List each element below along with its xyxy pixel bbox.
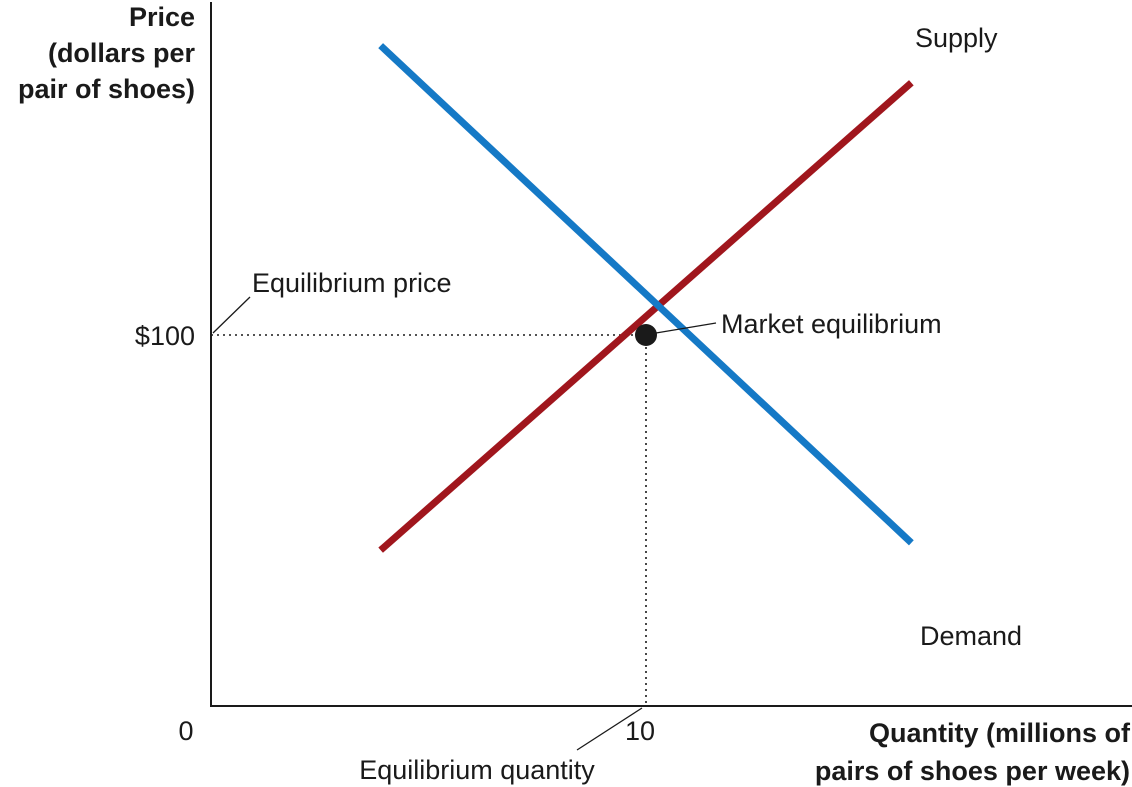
- origin-label: 0: [178, 716, 193, 746]
- x-axis-title-line-1: Quantity (millions of: [869, 718, 1131, 748]
- market-equilibrium-annotation: Market equilibrium: [721, 309, 942, 339]
- x-axis-title-line-2: pairs of shoes per week): [815, 756, 1130, 786]
- y-axis-title-line-3: pair of shoes): [18, 74, 195, 104]
- market-equilibrium-leader: [655, 322, 717, 334]
- equilibrium-price-leader: [212, 296, 251, 334]
- equilibrium-quantity-leader: [576, 707, 643, 751]
- supply-curve: [378, 80, 914, 553]
- y-tick-label-price: $100: [135, 321, 195, 351]
- demand-curve-label: Demand: [920, 621, 1022, 651]
- supply-curve-label: Supply: [915, 23, 998, 53]
- demand-curve: [378, 43, 914, 546]
- market-equilibrium-point: [635, 324, 657, 346]
- y-axis-title-line-2: (dollars per: [48, 38, 196, 68]
- equilibrium-price-annotation: Equilibrium price: [252, 268, 452, 298]
- equilibrium-quantity-annotation: Equilibrium quantity: [359, 755, 595, 785]
- x-tick-label-quantity: 10: [625, 716, 655, 746]
- y-axis-title-line-1: Price: [129, 2, 195, 32]
